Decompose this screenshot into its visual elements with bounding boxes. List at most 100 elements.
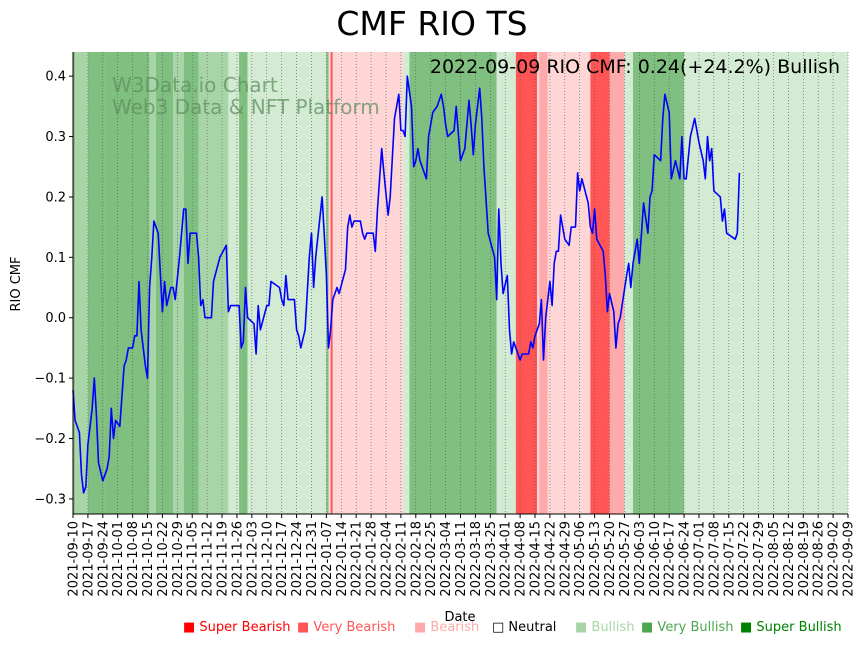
y-tick-label: 0.3 bbox=[45, 130, 66, 145]
x-tick-label: 2021-10-01 bbox=[111, 521, 126, 597]
x-tick-label: 2021-09-17 bbox=[81, 521, 96, 597]
x-tick-label: 2021-09-10 bbox=[67, 521, 82, 597]
x-tick-label: 2022-03-25 bbox=[484, 521, 499, 597]
signal-band bbox=[403, 52, 410, 514]
signal-band bbox=[73, 52, 76, 514]
legend-item: ■ Bearish bbox=[414, 620, 479, 635]
chart-title: CMF RIO TS bbox=[336, 4, 528, 43]
legend-swatch: ■ bbox=[740, 620, 753, 635]
y-tick-label: 0.1 bbox=[45, 251, 66, 266]
legend-item: ■ Very Bearish bbox=[297, 620, 395, 635]
x-tick-label: 2022-05-13 bbox=[588, 521, 603, 597]
y-tick-label: −0.1 bbox=[34, 372, 66, 387]
x-tick-label: 2022-07-15 bbox=[722, 521, 737, 597]
signal-band bbox=[632, 52, 685, 514]
x-tick-label: 2022-02-11 bbox=[394, 521, 409, 597]
signal-band bbox=[239, 52, 248, 514]
series-line bbox=[72, 75, 741, 494]
legend-label: Very Bullish bbox=[653, 620, 734, 635]
y-tick-label: 0.4 bbox=[45, 70, 66, 85]
legend-swatch: ■ bbox=[575, 620, 588, 635]
x-tick-label: 2021-11-26 bbox=[230, 521, 245, 597]
legend-item: □ Neutral bbox=[492, 620, 556, 635]
signal-band bbox=[330, 52, 333, 514]
x-tick-label: 2021-12-24 bbox=[290, 521, 305, 597]
signal-band bbox=[328, 52, 331, 514]
x-tick-label: 2022-08-05 bbox=[767, 521, 782, 597]
x-tick-label: 2021-10-08 bbox=[126, 521, 141, 597]
x-tick-label: 2022-07-08 bbox=[707, 521, 722, 597]
y-tick-label: 0.2 bbox=[45, 190, 66, 205]
x-tick-label: 2022-04-22 bbox=[543, 521, 558, 597]
signal-bands bbox=[73, 52, 848, 514]
x-tick-label: 2022-01-28 bbox=[365, 521, 380, 597]
x-tick-label: 2022-06-10 bbox=[648, 521, 663, 597]
signal-band bbox=[332, 52, 404, 514]
x-tick-label: 2022-09-02 bbox=[827, 521, 842, 597]
x-tick-label: 2021-12-10 bbox=[260, 521, 275, 597]
vertical-gridlines bbox=[72, 52, 849, 514]
signal-band bbox=[326, 52, 329, 514]
x-tick-label: 2022-05-06 bbox=[573, 521, 588, 597]
signal-band bbox=[149, 52, 157, 514]
x-tick-label: 2022-05-27 bbox=[618, 521, 633, 597]
signal-band bbox=[684, 52, 848, 514]
legend-label: Very Bearish bbox=[309, 620, 396, 635]
legend-label: Bullish bbox=[587, 620, 635, 635]
legend-item: ■ Bullish bbox=[575, 620, 634, 635]
legend-swatch: □ bbox=[492, 620, 505, 635]
legend-label: Super Bullish bbox=[752, 620, 842, 635]
x-tick-label: 2022-01-14 bbox=[335, 521, 350, 597]
x-tick-label: 2021-09-24 bbox=[96, 521, 111, 597]
x-tick-label: 2022-07-22 bbox=[737, 521, 752, 597]
cmf-series bbox=[72, 75, 741, 494]
x-tick-label: 2022-03-04 bbox=[439, 521, 454, 597]
x-tick-label: 2021-10-15 bbox=[141, 521, 156, 597]
signal-band bbox=[590, 52, 610, 514]
y-axis-ticks: −0.3 −0.2 −0.1 0.0 0.1 0.2 0.3 0.4 bbox=[34, 70, 73, 507]
x-tick-label: 2022-03-18 bbox=[469, 521, 484, 597]
signal-band bbox=[609, 52, 625, 514]
x-tick-label: 2021-12-31 bbox=[305, 521, 320, 597]
x-axis-ticks: 2021-09-10 2021-09-17 2021-09-24 2021-10-01… bbox=[67, 514, 857, 597]
signal-band bbox=[87, 52, 105, 514]
y-tick-label: −0.3 bbox=[34, 492, 66, 507]
x-tick-label: 2022-01-07 bbox=[320, 521, 335, 597]
legend-swatch: ■ bbox=[183, 620, 196, 635]
signal-band bbox=[624, 52, 633, 514]
x-tick-label: 2022-08-12 bbox=[782, 521, 797, 597]
x-tick-label: 2022-02-04 bbox=[379, 521, 394, 597]
y-axis-label: RIO CMF bbox=[9, 256, 24, 311]
x-tick-label: 2022-08-19 bbox=[797, 521, 812, 597]
x-tick-label: 2022-07-29 bbox=[752, 521, 767, 597]
signal-band bbox=[183, 52, 199, 514]
legend-item: ■ Super Bullish bbox=[740, 620, 842, 635]
x-tick-label: 2021-11-12 bbox=[201, 521, 216, 597]
x-tick-label: 2022-08-26 bbox=[812, 521, 827, 597]
x-tick-label: 2022-02-18 bbox=[409, 521, 424, 597]
x-tick-label: 2022-01-21 bbox=[350, 521, 365, 597]
latest-value-annotation: 2022-09-09 RIO CMF: 0.24(+24.2%) Bullish bbox=[430, 56, 840, 78]
x-tick-label: 2022-04-29 bbox=[558, 521, 573, 597]
x-tick-label: 2021-11-05 bbox=[186, 521, 201, 597]
signal-band bbox=[228, 52, 240, 514]
legend-item: ■ Super Bearish bbox=[183, 620, 291, 635]
x-tick-label: 2021-10-29 bbox=[171, 521, 186, 597]
x-tick-label: 2022-06-03 bbox=[633, 521, 648, 597]
signal-band bbox=[75, 52, 88, 514]
legend-label: Super Bearish bbox=[195, 620, 291, 635]
x-tick-label: 2022-06-17 bbox=[663, 521, 678, 597]
x-tick-label: 2022-02-25 bbox=[424, 521, 439, 597]
signal-band bbox=[409, 52, 497, 514]
x-tick-label: 2022-05-20 bbox=[603, 521, 618, 597]
x-tick-label: 2022-09-09 bbox=[842, 521, 857, 597]
x-tick-label: 2021-12-03 bbox=[245, 521, 260, 597]
legend-label: Bearish bbox=[426, 620, 480, 635]
legend-swatch: ■ bbox=[641, 620, 654, 635]
x-tick-label: 2022-03-11 bbox=[454, 521, 469, 597]
watermark-line-2: Web3 Data & NFT Platform bbox=[112, 95, 380, 119]
x-tick-label: 2022-04-15 bbox=[529, 521, 544, 597]
x-tick-label: 2021-12-17 bbox=[275, 521, 290, 597]
x-tick-label: 2022-06-24 bbox=[678, 521, 693, 597]
x-tick-label: 2021-10-22 bbox=[156, 521, 171, 597]
